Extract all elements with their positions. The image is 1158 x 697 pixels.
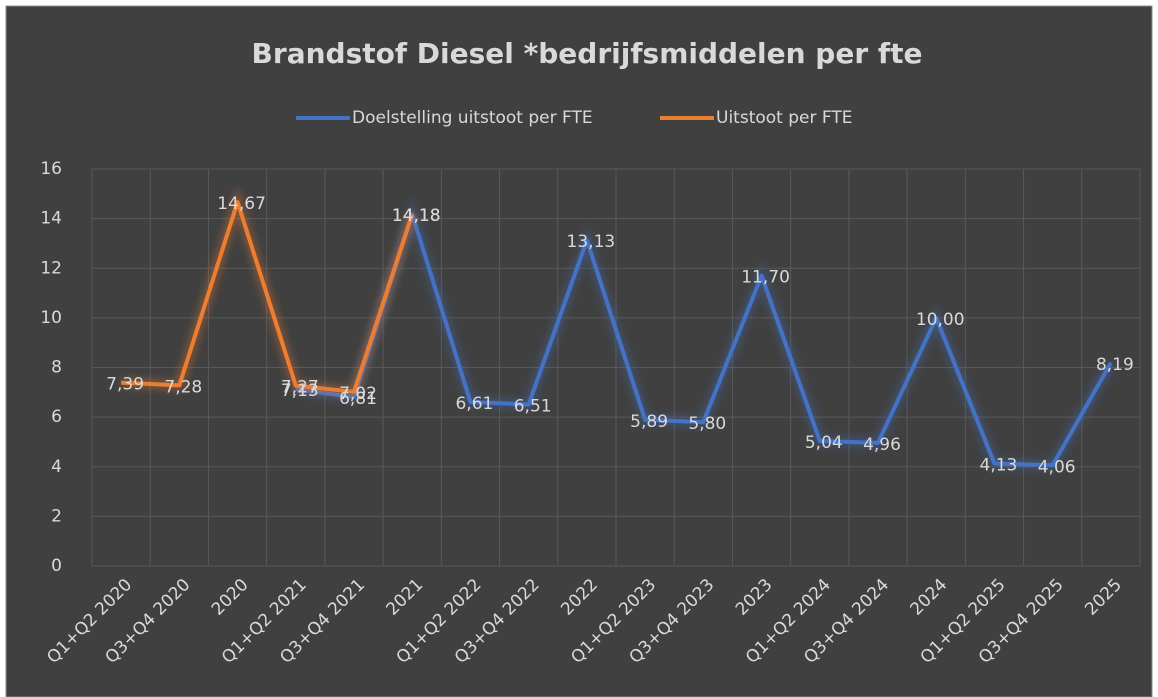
y-tick-label: 4 xyxy=(51,457,62,477)
y-tick-label: 0 xyxy=(51,556,62,576)
y-tick-label: 2 xyxy=(51,506,62,526)
chart-background xyxy=(5,5,1153,697)
data-label: 14,18 xyxy=(392,206,441,226)
data-label: 13,13 xyxy=(567,232,616,252)
data-label: 5,80 xyxy=(688,414,726,434)
legend-label: Doelstelling uitstoot per FTE xyxy=(352,108,593,128)
data-label: 8,19 xyxy=(1096,355,1134,375)
data-label: 6,61 xyxy=(456,394,494,414)
data-label: 7,27 xyxy=(281,378,319,398)
y-tick-label: 12 xyxy=(40,258,62,278)
data-label: 4,13 xyxy=(980,456,1018,476)
chart-title: Brandstof Diesel *bedrijfsmiddelen per f… xyxy=(252,37,923,70)
y-tick-label: 8 xyxy=(51,358,62,378)
data-label: 11,70 xyxy=(741,268,790,288)
legend-label: Uitstoot per FTE xyxy=(716,108,852,128)
data-label: 4,96 xyxy=(863,435,901,455)
series-line xyxy=(295,212,1113,468)
data-label: 6,51 xyxy=(514,396,552,416)
data-label: 7,28 xyxy=(164,377,202,397)
y-tick-label: 14 xyxy=(40,209,62,229)
data-label: 7,39 xyxy=(106,375,144,395)
data-label: 7,02 xyxy=(339,384,377,404)
data-label: 6,81 xyxy=(339,389,377,409)
data-label: 4,06 xyxy=(1038,457,1076,477)
data-label: 7,13 xyxy=(281,381,319,401)
data-label: 5,89 xyxy=(630,412,668,432)
y-tick-label: 6 xyxy=(51,407,62,427)
y-tick-label: 10 xyxy=(40,308,62,328)
data-label: 5,04 xyxy=(805,433,843,453)
y-tick-label: 16 xyxy=(40,159,62,179)
series-line xyxy=(121,200,415,394)
data-label: 14,67 xyxy=(217,194,266,214)
data-label: 10,00 xyxy=(916,310,965,330)
data-label: 14,18 xyxy=(392,206,441,226)
